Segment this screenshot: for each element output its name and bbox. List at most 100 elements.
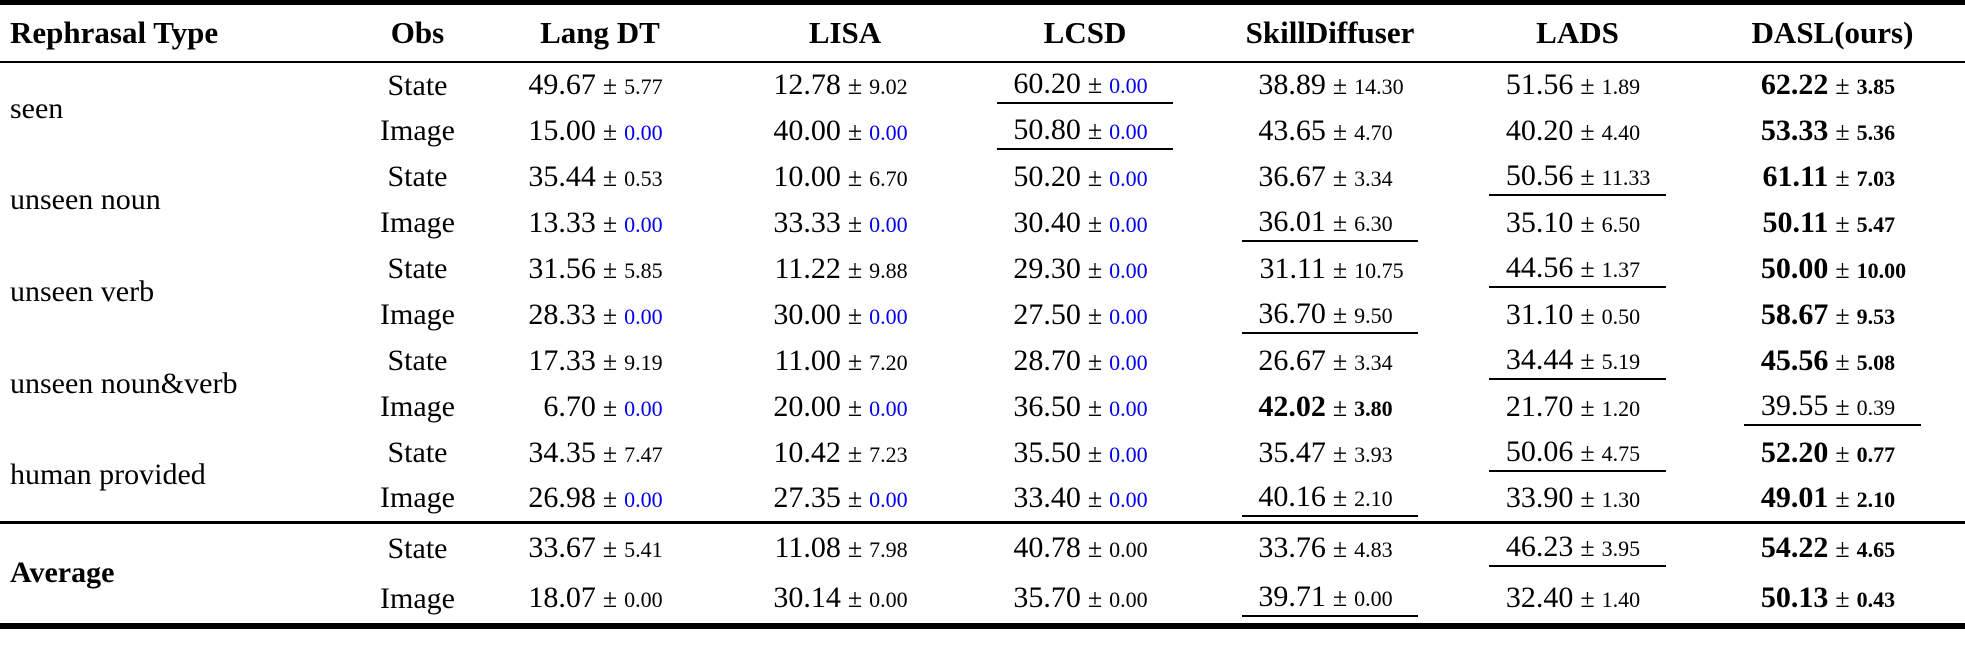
std-value: 3.85 xyxy=(1856,74,1896,99)
score-value: 45.56 ±5.08 xyxy=(1744,344,1920,379)
score-inner: 10.00 ±6.70 xyxy=(757,160,933,195)
table-row: Image 26.98 ±0.00 27.35 ±0.00 33.40 ±0.00 40.16… xyxy=(0,476,1965,522)
score-inner: 53.33 ±5.36 xyxy=(1744,114,1920,149)
mean-value: 21.70 xyxy=(1505,389,1574,423)
score-inner: 31.56 ±5.85 xyxy=(512,252,688,287)
score-value: 35.47 ±3.93 xyxy=(1242,436,1418,471)
score-value: 58.67 ±9.53 xyxy=(1744,298,1920,333)
plus-minus-symbol: ± xyxy=(1580,533,1595,563)
obs-label: State xyxy=(387,436,448,469)
obs-label: State xyxy=(387,68,448,102)
plus-minus-symbol: ± xyxy=(1332,207,1348,237)
plus-minus-symbol: ± xyxy=(847,162,863,192)
std-value: 1.37 xyxy=(1601,256,1641,282)
result-cell: 21.70 ±1.20 xyxy=(1455,384,1700,430)
obs-label: State xyxy=(387,252,448,285)
score-inner: 28.70 ±0.00 xyxy=(997,344,1173,379)
std-value: 7.20 xyxy=(869,349,908,375)
mean-value: 43.65 xyxy=(1258,113,1326,147)
mean-value: 26.67 xyxy=(1258,343,1326,377)
std-value: 10.00 xyxy=(1856,257,1907,283)
group-unseen-verb: unseen verb State 31.56 ±5.85 11.22 ±9.88 29.3… xyxy=(0,246,1965,338)
mean-value: 11.00 xyxy=(774,343,841,377)
std-value: 6.70 xyxy=(869,165,908,191)
plus-minus-symbol: ± xyxy=(1580,71,1595,100)
score-inner: 50.20 ±0.00 xyxy=(997,160,1173,195)
mean-value: 38.89 xyxy=(1258,68,1326,101)
score-inner: 42.02 ±3.80 xyxy=(1242,390,1418,425)
result-cell: 13.33 ±0.00 xyxy=(475,200,725,246)
score-inner: 6.70 ±0.00 xyxy=(512,390,688,425)
std-value: 0.00 xyxy=(624,587,663,612)
std-value: 0.00 xyxy=(1109,486,1148,512)
std-value: 0.00 xyxy=(1109,537,1148,563)
std-value: 0.00 xyxy=(624,303,663,329)
score-value: 49.67 ±5.77 xyxy=(512,68,688,103)
std-value: 6.30 xyxy=(1354,210,1393,236)
std-value: 0.00 xyxy=(1109,211,1148,237)
score-value: 30.40 ±0.00 xyxy=(997,206,1173,241)
std-value: 0.43 xyxy=(1856,587,1896,612)
score-inner: 27.50 ±0.00 xyxy=(997,298,1173,333)
group-average: Average State 33.67 ±5.41 11.08 ±7.98 40.78 ±0.… xyxy=(0,522,1965,626)
plus-minus-symbol: ± xyxy=(1087,534,1103,564)
std-value: 5.85 xyxy=(624,257,663,283)
mean-value: 49.67 xyxy=(528,68,596,101)
std-value: 4.75 xyxy=(1601,440,1641,466)
score-inner: 11.22 ±9.88 xyxy=(757,252,933,287)
score-value: 50.06 ±4.75 xyxy=(1489,435,1666,472)
plus-minus-symbol: ± xyxy=(602,116,618,146)
mean-value: 53.33 xyxy=(1760,113,1829,147)
score-value: 44.56 ±1.37 xyxy=(1489,251,1666,288)
std-value: 5.36 xyxy=(1856,119,1896,145)
std-value: 9.88 xyxy=(869,257,908,283)
column-header-rephrasal-type: Rephrasal Type xyxy=(0,2,360,63)
mean-value: 50.11 xyxy=(1762,205,1829,239)
result-cell: 31.56 ±5.85 xyxy=(475,246,725,292)
result-cell: 40.00 ±0.00 xyxy=(725,108,965,154)
score-value: 36.01 ±6.30 xyxy=(1241,205,1419,242)
result-cell: 43.65 ±4.70 xyxy=(1205,108,1455,154)
score-value: 30.14 ±0.00 xyxy=(757,581,933,616)
std-value: 4.70 xyxy=(1354,119,1393,145)
mean-value: 30.14 xyxy=(773,581,841,614)
result-cell: 49.01 ±2.10 xyxy=(1700,476,1965,522)
std-value: 0.00 xyxy=(1109,165,1148,191)
plus-minus-symbol: ± xyxy=(1835,300,1850,330)
score-value: 31.11 ±10.75 xyxy=(1242,252,1418,287)
score-value: 40.78 ±0.00 xyxy=(997,531,1173,566)
score-inner: 50.11 ±5.47 xyxy=(1744,206,1920,241)
result-cell: 61.11 ±7.03 xyxy=(1700,154,1965,200)
plus-minus-symbol: ± xyxy=(1835,584,1850,613)
score-value: 51.56 ±1.89 xyxy=(1489,68,1665,103)
score-inner: 26.98 ±0.00 xyxy=(512,481,688,516)
score-value: 35.10 ±6.50 xyxy=(1489,206,1665,241)
score-value: 18.07 ±0.00 xyxy=(512,581,688,616)
result-cell: 58.67 ±9.53 xyxy=(1700,292,1965,338)
result-cell: 36.01 ±6.30 xyxy=(1205,200,1455,246)
plus-minus-symbol: ± xyxy=(847,534,863,564)
score-value: 13.33 ±0.00 xyxy=(512,206,688,241)
plus-minus-symbol: ± xyxy=(1332,482,1348,512)
score-inner: 35.70 ±0.00 xyxy=(997,581,1173,616)
score-value: 53.33 ±5.36 xyxy=(1744,114,1920,149)
result-cell: 33.40 ±0.00 xyxy=(965,476,1205,522)
obs-label: Image xyxy=(380,481,455,515)
table-row: unseen noun&verb State 17.33 ±9.19 11.00 ±7.2… xyxy=(0,338,1965,401)
result-cell: 44.56 ±1.37 xyxy=(1455,246,1700,292)
result-cell: 34.35 ±7.47 xyxy=(475,430,725,476)
plus-minus-symbol: ± xyxy=(847,346,863,376)
std-value: 0.00 xyxy=(624,119,663,145)
score-value: 40.16 ±2.10 xyxy=(1241,480,1419,517)
result-cell: 10.00 ±6.70 xyxy=(725,154,965,200)
score-inner: 36.50 ±0.00 xyxy=(997,390,1173,425)
plus-minus-symbol: ± xyxy=(602,534,618,564)
plus-minus-symbol: ± xyxy=(1332,71,1348,100)
plus-minus-symbol: ± xyxy=(1835,254,1850,284)
result-cell: 50.20 ±0.00 xyxy=(965,154,1205,200)
result-cell: 54.22 ±4.65 xyxy=(1700,522,1965,574)
mean-value: 32.40 xyxy=(1505,581,1574,614)
score-inner: 40.00 ±0.00 xyxy=(757,114,933,149)
result-cell: 33.33 ±0.00 xyxy=(725,200,965,246)
score-inner: 35.50 ±0.00 xyxy=(997,436,1173,471)
